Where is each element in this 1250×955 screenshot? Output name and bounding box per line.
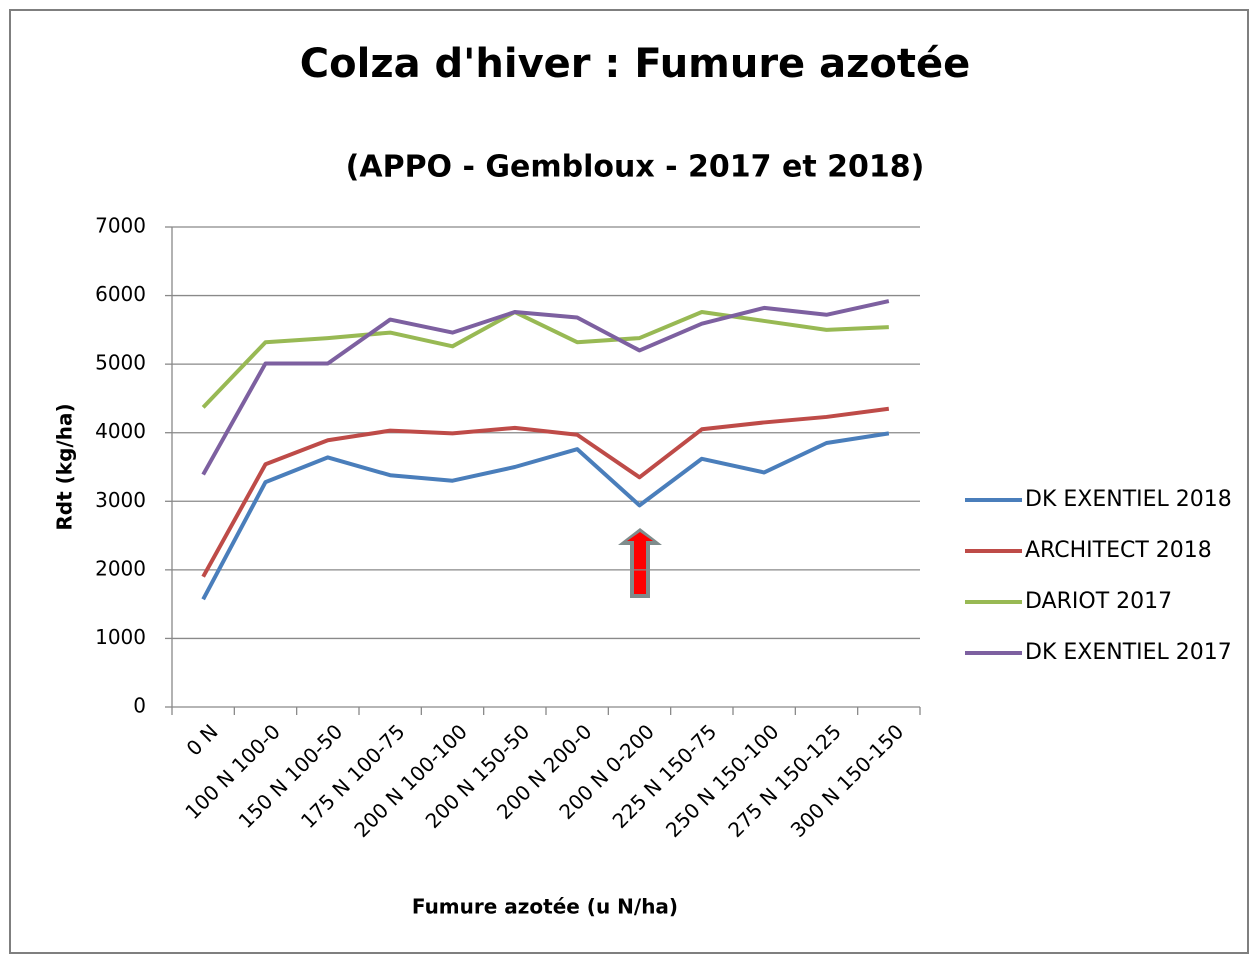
x-axis-label: Fumure azotée (u N/ha) <box>412 895 678 919</box>
y-tick-label: 1000 <box>95 625 146 649</box>
chart-title: Colza d'hiver : Fumure azotée <box>300 41 970 87</box>
legend-label: DARIOT 2017 <box>1025 589 1172 614</box>
y-tick-label: 5000 <box>95 351 146 375</box>
series-line <box>201 431 890 601</box>
series-line <box>201 406 890 578</box>
annotation-arrow-fill <box>627 532 653 594</box>
y-tick-label: 0 <box>133 694 146 718</box>
series-line <box>201 299 890 476</box>
y-tick-label: 2000 <box>95 556 146 580</box>
y-tick-label: 7000 <box>95 214 146 238</box>
legend-label: DK EXENTIEL 2017 <box>1025 640 1232 665</box>
y-tick-label: 4000 <box>95 419 146 443</box>
chart-border <box>9 9 1249 954</box>
legend-label: DK EXENTIEL 2018 <box>1025 487 1232 512</box>
series-line <box>201 310 889 409</box>
y-tick-label: 3000 <box>95 488 146 512</box>
chart-subtitle: (APPO - Gembloux - 2017 et 2018) <box>346 150 925 185</box>
y-axis-label: Rdt (kg/ha) <box>53 403 77 530</box>
legend-label: ARCHITECT 2018 <box>1025 538 1212 563</box>
y-tick-label: 6000 <box>95 282 146 306</box>
